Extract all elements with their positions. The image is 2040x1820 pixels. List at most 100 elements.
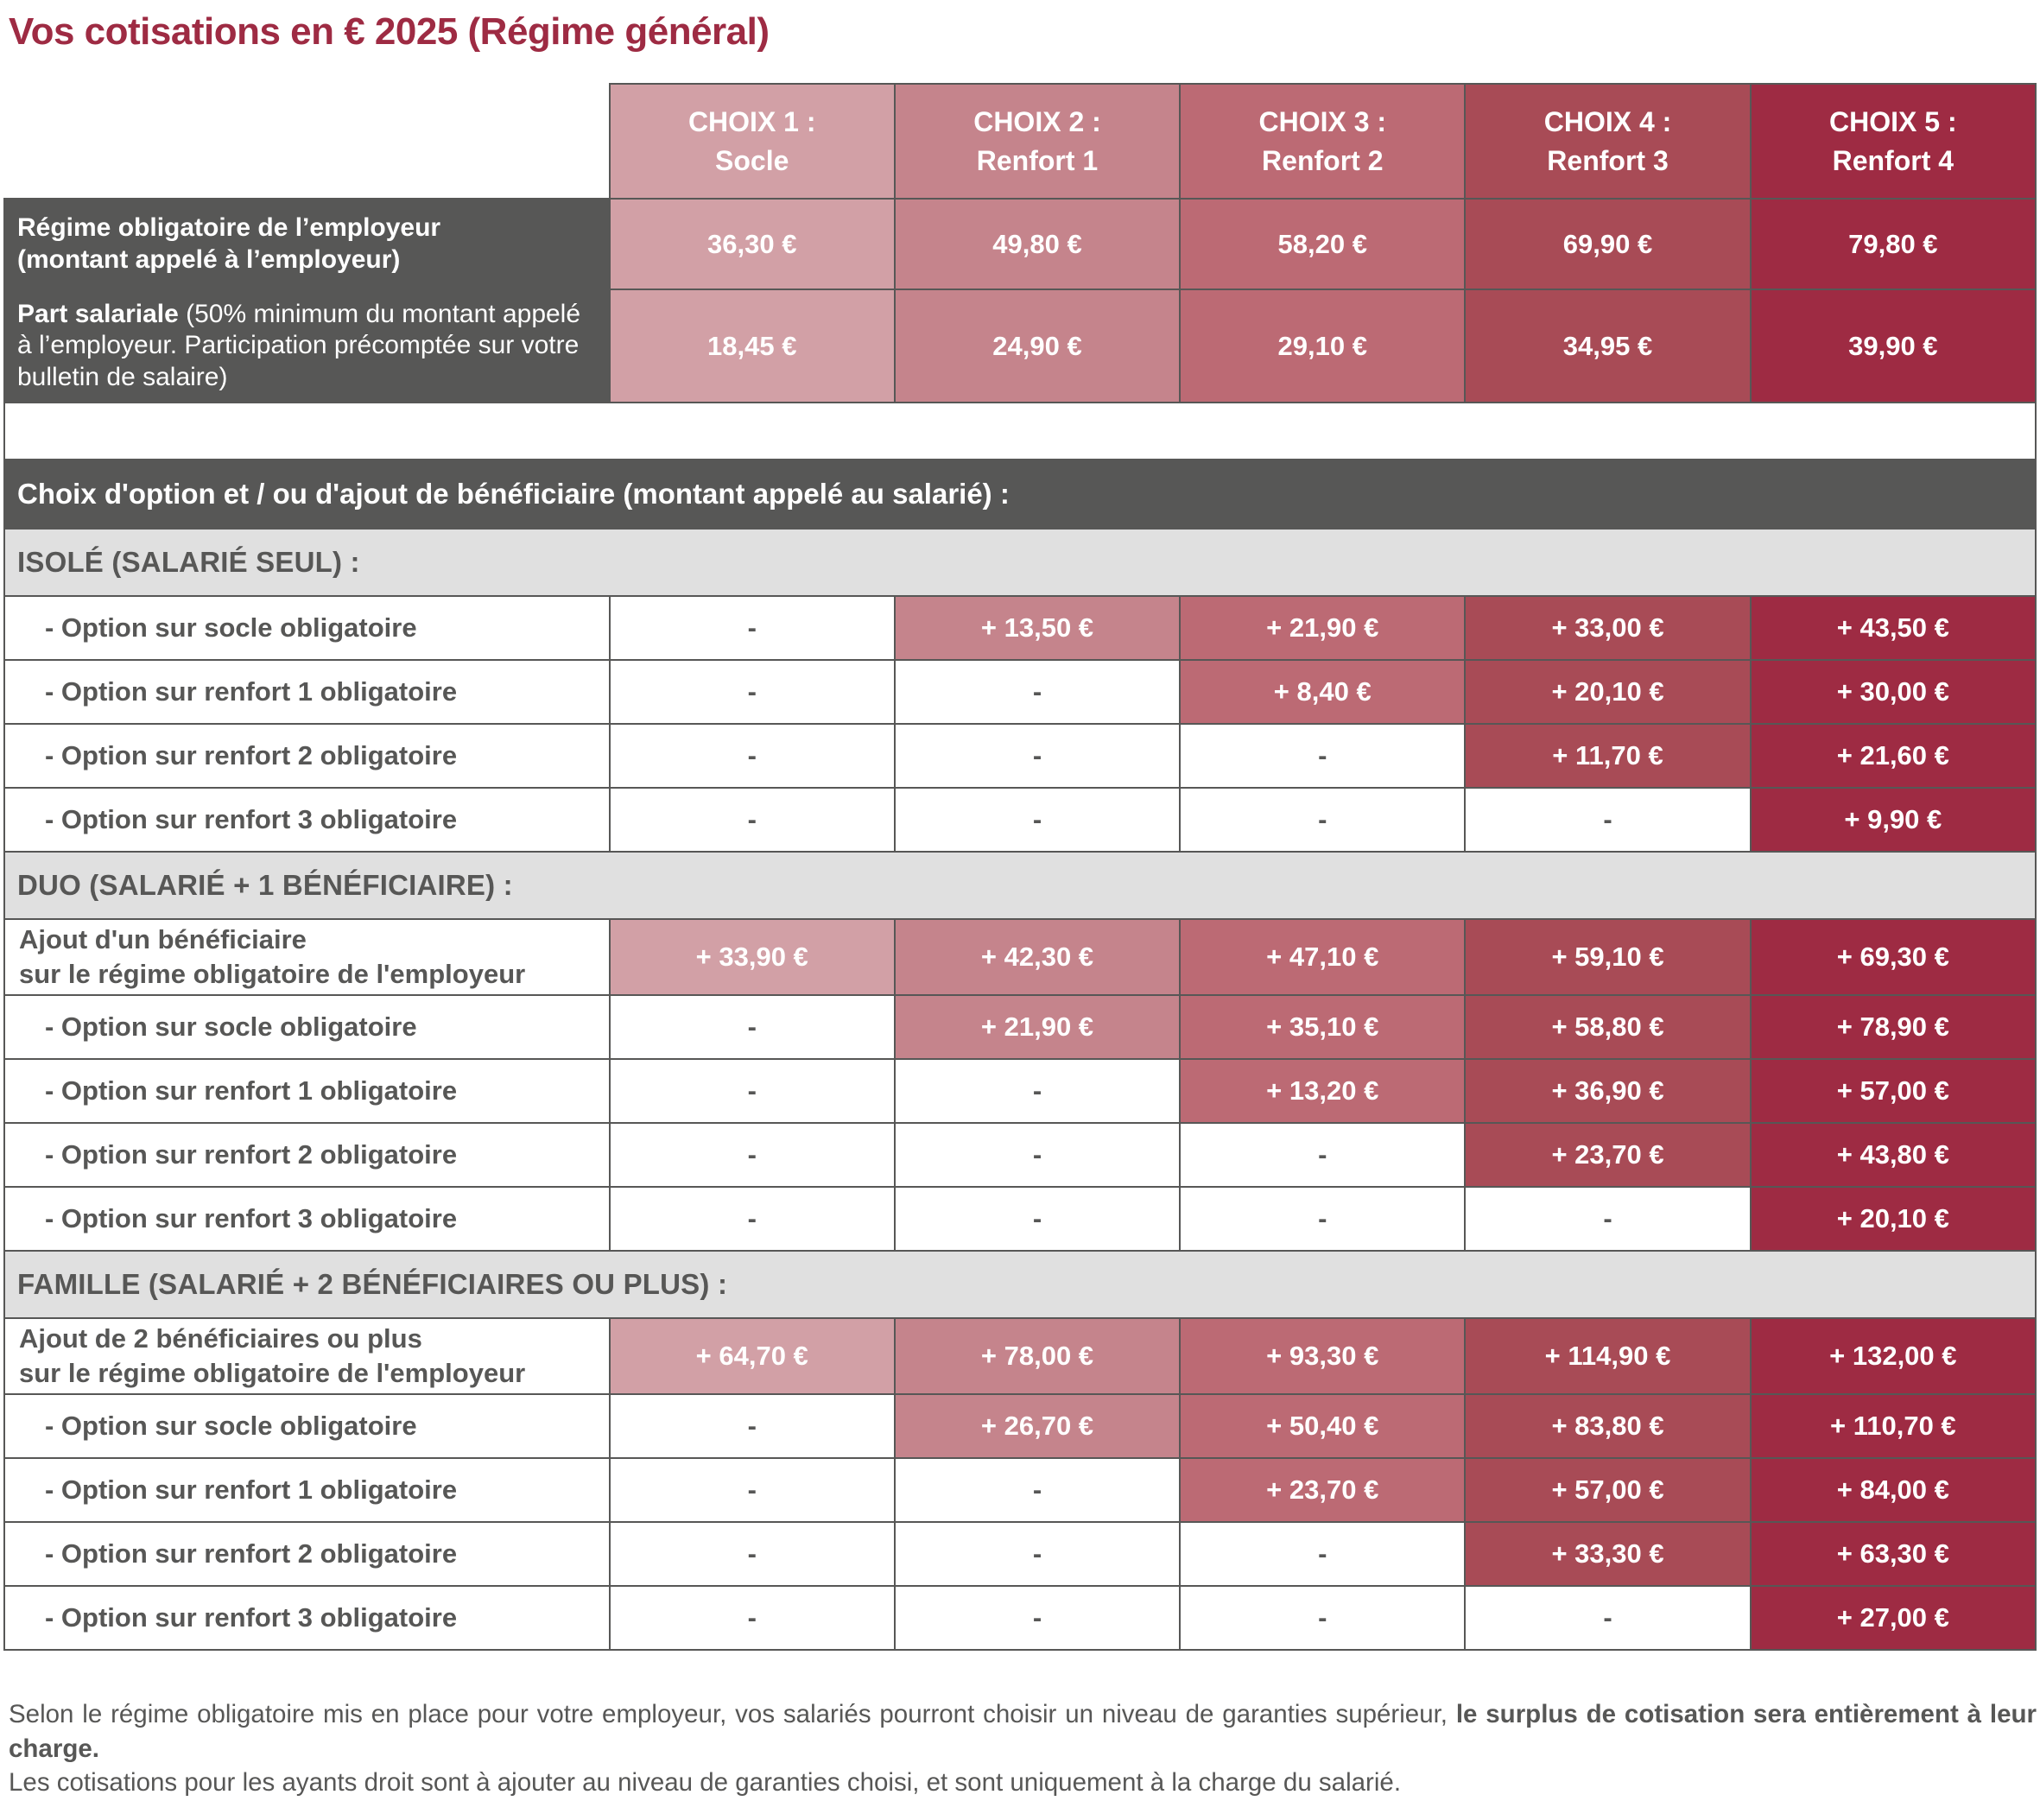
- empty-value-cell: -: [893, 1457, 1182, 1523]
- value-cell: + 9,90 €: [1749, 787, 2037, 853]
- col-header-line: CHOIX 2 :: [973, 105, 1101, 137]
- empty-value-cell: -: [608, 595, 896, 661]
- empty-value-cell: -: [1464, 1186, 1752, 1252]
- value-cell: + 43,80 €: [1749, 1122, 2037, 1188]
- value-cell: + 58,80 €: [1464, 994, 1752, 1060]
- value-cell: 29,10 €: [1179, 289, 1467, 403]
- empty-value-cell: -: [1179, 723, 1467, 789]
- value-cell: + 35,10 €: [1179, 994, 1467, 1060]
- value-cell: + 33,30 €: [1464, 1521, 1752, 1587]
- value-cell: + 47,10 €: [1179, 918, 1467, 996]
- table-row: - Option sur renfort 2 obligatoire - - -…: [3, 1521, 2037, 1587]
- value-cell: + 36,90 €: [1464, 1058, 1752, 1124]
- band-duo: DUO (SALARIÉ + 1 BÉNÉFICIAIRE) :: [3, 851, 2037, 920]
- footer-text: Selon le régime obligatoire mis en place…: [9, 1700, 1456, 1728]
- row-label-regime-obligatoire: Régime obligatoire de l’employeur (monta…: [3, 198, 611, 290]
- value-cell: + 33,90 €: [608, 918, 896, 996]
- band-row-duo: DUO (SALARIÉ + 1 BÉNÉFICIAIRE) :: [3, 851, 2037, 920]
- row-label: - Option sur renfort 1 obligatoire: [3, 659, 611, 725]
- spacer-cell: [3, 402, 2037, 460]
- row-label: - Option sur socle obligatoire: [3, 994, 611, 1060]
- row-label-line: (montant appelé à l’employeur): [17, 244, 401, 274]
- row-label: - Option sur renfort 3 obligatoire: [3, 1585, 611, 1651]
- col-header-choix2: CHOIX 2 : Renfort 1: [893, 83, 1182, 200]
- band-famille: FAMILLE (SALARIÉ + 2 BÉNÉFICIAIRES OU PL…: [3, 1250, 2037, 1319]
- table-row: - Option sur socle obligatoire - + 13,50…: [3, 595, 2037, 661]
- col-header-line: Socle: [715, 144, 789, 176]
- empty-value-cell: -: [1179, 1186, 1467, 1252]
- col-header-line: CHOIX 4 :: [1543, 105, 1672, 137]
- empty-value-cell: -: [1464, 787, 1752, 853]
- value-cell: + 78,00 €: [893, 1317, 1182, 1395]
- value-cell: 69,90 €: [1464, 198, 1752, 290]
- row-label-line: Régime obligatoire de l’employeur: [17, 212, 441, 242]
- empty-value-cell: -: [893, 1058, 1182, 1124]
- value-cell: + 30,00 €: [1749, 659, 2037, 725]
- value-cell: + 43,50 €: [1749, 595, 2037, 661]
- empty-value-cell: -: [608, 659, 896, 725]
- empty-value-cell: -: [608, 1457, 896, 1523]
- value-cell: + 27,00 €: [1749, 1585, 2037, 1651]
- header-spacer: [4, 84, 610, 199]
- empty-value-cell: -: [893, 1521, 1182, 1587]
- footer-text-bold: le surplus de cotisation sera entièremen…: [9, 1700, 2037, 1763]
- value-cell: + 63,30 €: [1749, 1521, 2037, 1587]
- row-label-ajout-un-beneficiaire: Ajout d'un bénéficiaire sur le régime ob…: [3, 918, 611, 996]
- col-header-line: Renfort 3: [1547, 144, 1669, 176]
- col-header-choix5: CHOIX 5 : Renfort 4: [1749, 83, 2037, 200]
- empty-value-cell: -: [893, 1186, 1182, 1252]
- col-header-choix3: CHOIX 3 : Renfort 2: [1179, 83, 1467, 200]
- value-cell: + 50,40 €: [1179, 1393, 1467, 1459]
- value-cell: + 59,10 €: [1464, 918, 1752, 996]
- section-header-row: Choix d'option et / ou d'ajout de bénéfi…: [3, 459, 2037, 530]
- empty-value-cell: -: [1464, 1585, 1752, 1651]
- col-header-line: CHOIX 3 :: [1258, 105, 1387, 137]
- row-label-line: Ajout d'un bénéficiaire: [19, 923, 307, 954]
- section-header-band: Choix d'option et / ou d'ajout de bénéfi…: [3, 459, 2037, 530]
- table-row: - Option sur renfort 3 obligatoire - - -…: [3, 787, 2037, 853]
- table-row: - Option sur renfort 3 obligatoire - - -…: [3, 1186, 2037, 1252]
- value-cell: + 20,10 €: [1464, 659, 1752, 725]
- row-label: - Option sur socle obligatoire: [3, 595, 611, 661]
- empty-value-cell: -: [893, 787, 1182, 853]
- table-header-row: CHOIX 1 : Socle CHOIX 2 : Renfort 1 CHOI…: [4, 83, 2037, 200]
- value-cell: + 13,20 €: [1179, 1058, 1467, 1124]
- band-isole: ISOLÉ (SALARIÉ SEUL) :: [3, 528, 2037, 597]
- row-label: - Option sur renfort 1 obligatoire: [3, 1058, 611, 1124]
- empty-value-cell: -: [893, 1122, 1182, 1188]
- empty-value-cell: -: [608, 1585, 896, 1651]
- cotisations-table: CHOIX 1 : Socle CHOIX 2 : Renfort 1 CHOI…: [3, 83, 2037, 1651]
- empty-value-cell: -: [608, 1122, 896, 1188]
- table-row: - Option sur renfort 2 obligatoire - - -…: [3, 723, 2037, 789]
- table-row-regime-obligatoire: Régime obligatoire de l’employeur (monta…: [3, 198, 2037, 290]
- empty-value-cell: -: [1179, 787, 1467, 853]
- footer-line-1: Selon le régime obligatoire mis en place…: [9, 1697, 2037, 1766]
- table-row: - Option sur renfort 1 obligatoire - - +…: [3, 659, 2037, 725]
- band-row-isole: ISOLÉ (SALARIÉ SEUL) :: [3, 528, 2037, 597]
- value-cell: + 20,10 €: [1749, 1186, 2037, 1252]
- col-header-line: Renfort 1: [976, 144, 1099, 176]
- footer-line-2: Les cotisations pour les ayants droit so…: [9, 1768, 1402, 1798]
- empty-value-cell: -: [608, 723, 896, 789]
- empty-value-cell: -: [608, 1393, 896, 1459]
- table-row-part-salariale: Part salariale (50% minimum du montant a…: [3, 289, 2037, 403]
- footer-note: Selon le régime obligatoire mis en place…: [9, 1697, 2037, 1800]
- row-label-line: Ajout de 2 bénéficiaires ou plus: [19, 1322, 422, 1354]
- value-cell: + 110,70 €: [1749, 1393, 2037, 1459]
- empty-value-cell: -: [1179, 1585, 1467, 1651]
- value-cell: 24,90 €: [893, 289, 1182, 403]
- band-row-famille: FAMILLE (SALARIÉ + 2 BÉNÉFICIAIRES OU PL…: [3, 1250, 2037, 1319]
- table-row: - Option sur renfort 2 obligatoire - - -…: [3, 1122, 2037, 1188]
- table-row: - Option sur renfort 3 obligatoire - - -…: [3, 1585, 2037, 1651]
- value-cell: 34,95 €: [1464, 289, 1752, 403]
- table-row: - Option sur renfort 1 obligatoire - - +…: [3, 1058, 2037, 1124]
- value-cell: 79,80 €: [1749, 198, 2037, 290]
- empty-value-cell: -: [608, 1058, 896, 1124]
- value-cell: + 8,40 €: [1179, 659, 1467, 725]
- value-cell: + 33,00 €: [1464, 595, 1752, 661]
- value-cell: + 26,70 €: [893, 1393, 1182, 1459]
- value-cell: + 78,90 €: [1749, 994, 2037, 1060]
- empty-value-cell: -: [608, 994, 896, 1060]
- row-label-text: Part salariale (50% minimum du montant a…: [17, 299, 581, 391]
